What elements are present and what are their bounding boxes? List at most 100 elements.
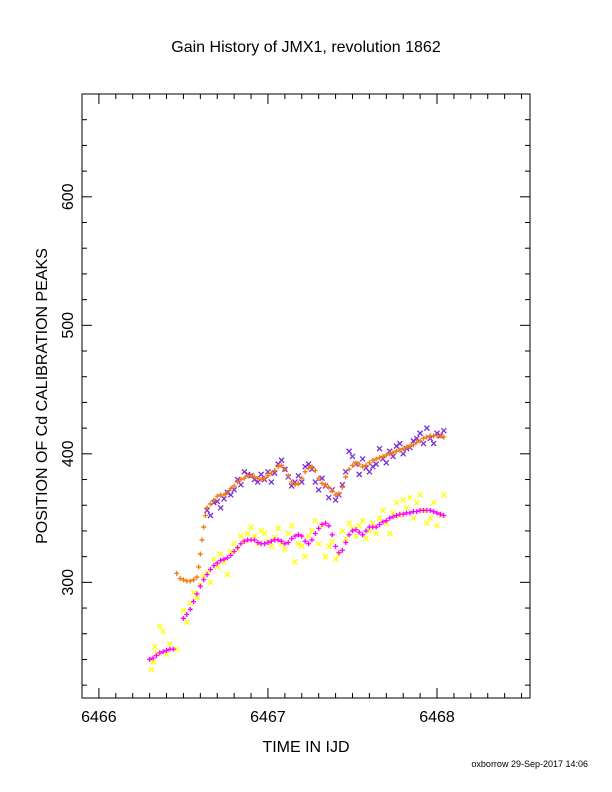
data-point bbox=[346, 520, 353, 527]
data-point bbox=[393, 513, 399, 519]
data-point bbox=[380, 519, 386, 525]
data-point bbox=[312, 517, 319, 524]
data-point bbox=[390, 514, 396, 520]
data-point bbox=[207, 579, 214, 586]
data-point bbox=[248, 524, 255, 531]
data-point bbox=[339, 481, 346, 488]
data-point bbox=[275, 464, 281, 470]
data-point bbox=[414, 439, 420, 445]
data-point bbox=[238, 477, 244, 483]
data-point bbox=[343, 474, 349, 480]
data-point bbox=[299, 533, 305, 539]
data-point bbox=[147, 656, 153, 662]
data-point bbox=[191, 577, 197, 583]
data-point bbox=[292, 558, 298, 565]
data-point bbox=[237, 533, 244, 540]
data-point bbox=[157, 650, 163, 656]
data-point bbox=[251, 474, 257, 480]
series-3 bbox=[148, 491, 447, 673]
data-point bbox=[353, 527, 359, 533]
data-point bbox=[258, 471, 265, 478]
data-point bbox=[207, 566, 213, 572]
data-point bbox=[207, 512, 214, 519]
data-point bbox=[211, 563, 217, 569]
data-point bbox=[204, 569, 211, 576]
data-point bbox=[262, 475, 268, 481]
data-point bbox=[265, 540, 271, 546]
data-point bbox=[407, 510, 413, 516]
data-point bbox=[403, 504, 410, 511]
data-point bbox=[238, 541, 244, 547]
data-point bbox=[221, 492, 227, 498]
x-tick-label: 6468 bbox=[419, 709, 455, 726]
data-point bbox=[224, 571, 231, 578]
data-point bbox=[333, 543, 339, 549]
data-point bbox=[349, 462, 355, 468]
data-point bbox=[390, 450, 396, 456]
data-point bbox=[400, 497, 407, 504]
data-point bbox=[231, 540, 238, 547]
data-point bbox=[255, 475, 261, 481]
y-tick-label: 500 bbox=[60, 312, 77, 339]
data-point bbox=[322, 482, 328, 488]
x-tick-label: 6467 bbox=[250, 709, 286, 726]
data-point bbox=[440, 491, 447, 498]
data-point bbox=[148, 666, 155, 673]
data-point bbox=[376, 445, 383, 452]
data-point bbox=[292, 533, 298, 539]
data-point bbox=[373, 461, 380, 468]
data-point bbox=[150, 659, 156, 665]
data-point bbox=[346, 466, 352, 472]
data-point bbox=[434, 522, 440, 529]
data-point bbox=[326, 484, 332, 490]
data-point bbox=[204, 572, 210, 578]
y-tick-label: 300 bbox=[60, 569, 77, 596]
data-point bbox=[214, 560, 220, 566]
data-point bbox=[204, 505, 210, 511]
data-point bbox=[231, 548, 237, 554]
data-point bbox=[437, 433, 443, 439]
data-point bbox=[329, 488, 335, 494]
data-point bbox=[414, 509, 420, 515]
data-point bbox=[400, 450, 407, 457]
data-point bbox=[160, 628, 167, 635]
axis-ticks bbox=[81, 93, 530, 698]
data-point bbox=[430, 440, 437, 447]
data-point bbox=[197, 551, 203, 557]
data-point bbox=[160, 649, 166, 655]
data-point bbox=[271, 470, 278, 477]
data-point bbox=[417, 491, 424, 498]
series-4 bbox=[147, 507, 447, 662]
data-point bbox=[201, 577, 207, 583]
data-point bbox=[268, 538, 274, 544]
data-point bbox=[227, 548, 234, 555]
data-point bbox=[393, 499, 400, 506]
data-point bbox=[166, 641, 173, 647]
data-point bbox=[360, 464, 366, 470]
data-point bbox=[180, 607, 187, 614]
data-point bbox=[312, 468, 318, 474]
data-point bbox=[309, 464, 315, 470]
data-point bbox=[363, 528, 369, 534]
data-point bbox=[199, 537, 205, 543]
data-point bbox=[221, 556, 227, 562]
data-point bbox=[177, 575, 183, 581]
data-point bbox=[187, 578, 193, 584]
data-point bbox=[387, 515, 393, 521]
data-point bbox=[349, 528, 355, 534]
data-point bbox=[441, 434, 447, 440]
data-point bbox=[376, 515, 383, 522]
data-point bbox=[289, 536, 295, 542]
data-point bbox=[356, 529, 362, 535]
data-point bbox=[329, 532, 335, 538]
data-point bbox=[251, 537, 257, 543]
data-point bbox=[224, 555, 230, 561]
data-point bbox=[288, 522, 295, 529]
data-point bbox=[352, 533, 359, 540]
data-point bbox=[430, 499, 437, 506]
data-point bbox=[173, 646, 180, 653]
data-point bbox=[278, 538, 284, 544]
data-point bbox=[400, 446, 406, 452]
data-point bbox=[292, 482, 298, 488]
